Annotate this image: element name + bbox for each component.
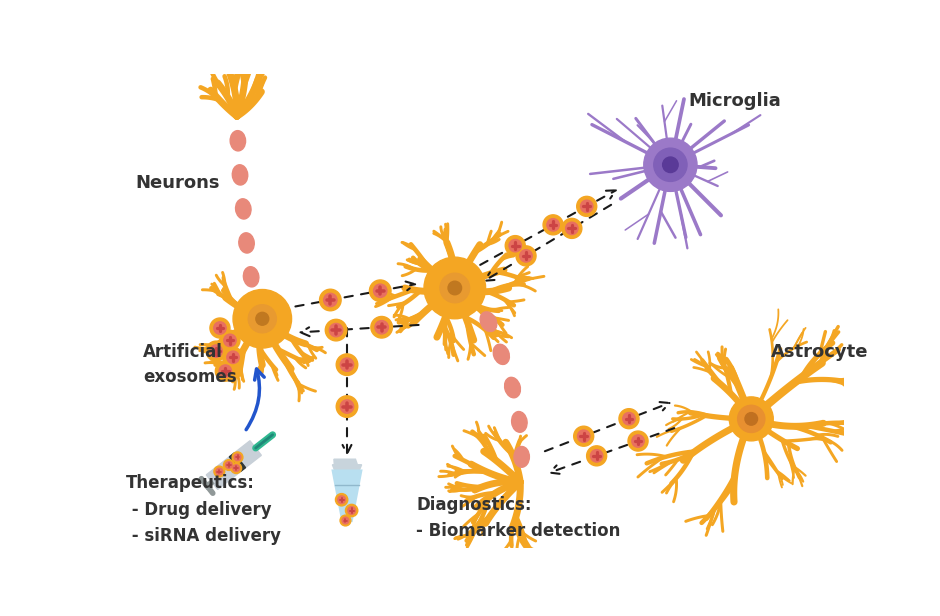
Circle shape	[628, 431, 648, 451]
Circle shape	[619, 408, 639, 429]
Circle shape	[663, 157, 678, 172]
Circle shape	[219, 365, 231, 378]
Ellipse shape	[236, 199, 251, 219]
Ellipse shape	[230, 131, 245, 151]
Ellipse shape	[511, 411, 527, 432]
Polygon shape	[206, 440, 261, 490]
Circle shape	[224, 460, 234, 471]
Circle shape	[547, 219, 559, 231]
Circle shape	[581, 200, 593, 213]
Circle shape	[573, 426, 594, 446]
Circle shape	[248, 305, 276, 333]
Circle shape	[375, 320, 388, 334]
Circle shape	[216, 468, 223, 475]
Circle shape	[440, 274, 470, 302]
Ellipse shape	[480, 312, 497, 331]
Circle shape	[644, 138, 697, 192]
Circle shape	[342, 517, 349, 524]
Circle shape	[329, 323, 343, 337]
Ellipse shape	[239, 233, 254, 253]
Circle shape	[448, 281, 462, 295]
Circle shape	[340, 358, 353, 371]
Circle shape	[213, 322, 227, 334]
Circle shape	[369, 280, 391, 302]
Circle shape	[233, 290, 291, 348]
Circle shape	[632, 435, 644, 447]
Ellipse shape	[505, 378, 521, 398]
Polygon shape	[229, 453, 245, 471]
Circle shape	[224, 334, 236, 347]
Circle shape	[220, 330, 240, 351]
Circle shape	[256, 312, 269, 325]
Circle shape	[325, 319, 347, 341]
Circle shape	[738, 405, 765, 432]
Circle shape	[348, 507, 355, 514]
Circle shape	[340, 515, 351, 526]
Circle shape	[509, 240, 522, 252]
Circle shape	[336, 493, 348, 506]
Circle shape	[653, 148, 687, 181]
Ellipse shape	[494, 344, 509, 365]
Circle shape	[373, 284, 387, 298]
Text: Microglia: Microglia	[688, 92, 781, 110]
Polygon shape	[333, 470, 362, 521]
Circle shape	[562, 218, 582, 238]
Circle shape	[590, 450, 603, 462]
Polygon shape	[334, 459, 359, 470]
Circle shape	[566, 222, 578, 235]
Circle shape	[587, 446, 606, 466]
Circle shape	[516, 246, 536, 266]
Circle shape	[210, 345, 222, 357]
Circle shape	[337, 496, 345, 503]
Circle shape	[323, 293, 337, 307]
Circle shape	[223, 347, 243, 367]
Ellipse shape	[514, 447, 529, 468]
Text: Neurons: Neurons	[135, 174, 220, 192]
Text: Astrocyte: Astrocyte	[771, 343, 868, 361]
Circle shape	[623, 413, 635, 425]
Text: Diagnostics:
- Biomarker detection: Diagnostics: - Biomarker detection	[416, 496, 620, 540]
Circle shape	[745, 413, 758, 425]
Circle shape	[232, 452, 243, 463]
Text: Artificial
exosomes: Artificial exosomes	[143, 343, 237, 386]
Circle shape	[577, 197, 597, 216]
Circle shape	[577, 430, 590, 442]
Circle shape	[729, 397, 774, 441]
Circle shape	[226, 461, 232, 468]
Circle shape	[505, 235, 525, 256]
Circle shape	[424, 257, 486, 319]
Polygon shape	[333, 464, 362, 470]
Circle shape	[340, 400, 353, 413]
Circle shape	[346, 505, 358, 517]
Circle shape	[227, 351, 240, 363]
Circle shape	[320, 289, 341, 311]
Ellipse shape	[232, 164, 248, 185]
Text: Therapeutics:
 - Drug delivery
 - siRNA delivery: Therapeutics: - Drug delivery - siRNA de…	[126, 474, 281, 545]
Circle shape	[214, 466, 225, 477]
Circle shape	[206, 341, 227, 361]
Circle shape	[234, 454, 241, 461]
Circle shape	[520, 249, 532, 262]
Circle shape	[233, 465, 240, 471]
Circle shape	[337, 395, 358, 418]
Circle shape	[215, 361, 235, 381]
Ellipse shape	[243, 267, 258, 287]
Circle shape	[210, 318, 230, 338]
Circle shape	[337, 354, 358, 376]
Circle shape	[231, 463, 242, 474]
Circle shape	[543, 215, 563, 235]
Circle shape	[371, 317, 392, 338]
